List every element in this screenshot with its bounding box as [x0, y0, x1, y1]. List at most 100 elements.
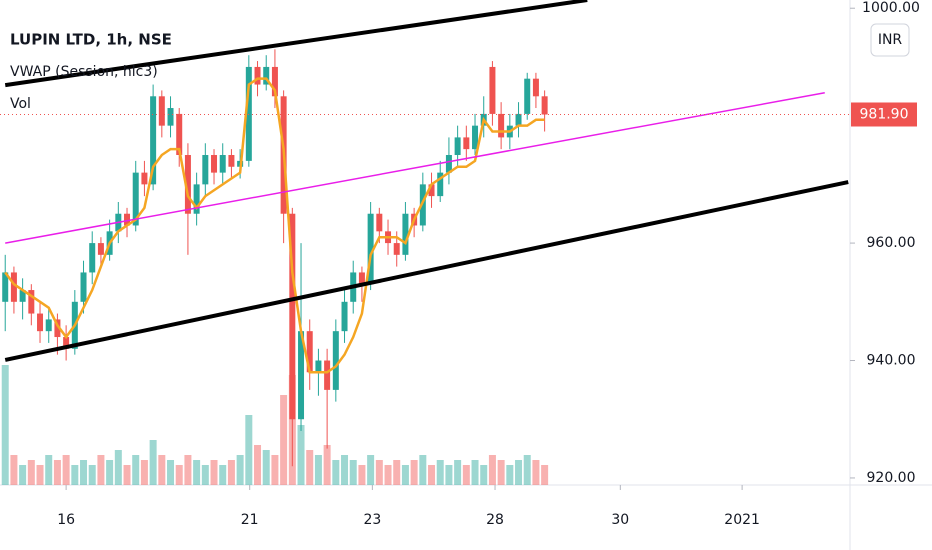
vwap-line [4, 77, 545, 374]
currency-button[interactable] [870, 23, 910, 57]
candle-body [2, 272, 9, 302]
volume-bar [80, 460, 88, 485]
candle-body [202, 155, 209, 185]
volume-bar [332, 460, 340, 485]
candle-body [10, 272, 17, 302]
candle-body [376, 213, 383, 232]
y-tick-label: 960.00 [867, 235, 916, 251]
candle-body [445, 155, 452, 173]
candle-body [211, 155, 218, 173]
volume-bar [149, 440, 157, 485]
y-tick-label: 920.00 [867, 470, 916, 486]
volume-bar [88, 465, 96, 485]
volume-bar [36, 465, 44, 485]
plot [1, 0, 849, 485]
candle-body [97, 243, 104, 255]
volume-bar [19, 465, 27, 485]
candle-body [472, 125, 479, 150]
candle-body [158, 96, 165, 126]
volume-bar [158, 455, 166, 485]
volume-bar [393, 460, 401, 485]
volume-bar [515, 460, 523, 485]
candle-body [193, 184, 200, 214]
volume-bar [210, 460, 218, 485]
volume-bar [132, 455, 140, 485]
candle-body [228, 155, 235, 167]
volume-bar [53, 460, 61, 485]
volume-bar [45, 455, 53, 485]
volume-bar [436, 460, 444, 485]
volume-bar [506, 465, 514, 485]
candle-body [463, 137, 470, 150]
volume-bar [454, 460, 462, 485]
volume-bar [523, 455, 531, 485]
volume-bar [175, 465, 183, 485]
indicator-label: Vol [10, 96, 31, 112]
volume-bar [114, 450, 122, 485]
x-tick-label: 21 [241, 512, 259, 528]
volume-bar [201, 465, 209, 485]
candle-body [437, 172, 444, 197]
last-price-label: 981.90 [860, 106, 909, 122]
volume-bar [419, 455, 427, 485]
symbol-title: LUPIN LTD, 1h, NSE [10, 31, 172, 49]
volume-bar [1, 365, 9, 485]
x-tick-label: 2021 [724, 512, 760, 528]
candle-body [219, 155, 226, 173]
volume-bar [306, 450, 314, 485]
volume-bar [349, 460, 357, 485]
volume-bar [71, 465, 79, 485]
volume-bar [358, 465, 366, 485]
x-tick-label: 16 [57, 512, 75, 528]
candle-body [141, 172, 148, 185]
candle-body [19, 290, 26, 302]
candle-body [428, 184, 435, 197]
candle-body [150, 96, 157, 185]
trend-line [4, 180, 849, 362]
volume-bar [167, 460, 175, 485]
candle-body [245, 66, 252, 161]
candle-body [306, 331, 313, 373]
candle-body [498, 113, 505, 138]
candle-body [341, 301, 348, 332]
candle-body [419, 184, 426, 226]
volume-bar [488, 455, 496, 485]
volume-bar [245, 415, 253, 485]
volume-bar [254, 445, 262, 485]
volume-bar [262, 450, 270, 485]
volume-bar [219, 465, 227, 485]
candle-body [393, 243, 400, 255]
trend-line [5, 92, 825, 244]
candle-body [263, 66, 270, 85]
volume-bar [123, 465, 131, 485]
candle-body [324, 360, 331, 390]
candle-body [80, 272, 87, 302]
volume-bar [271, 455, 279, 485]
volume-bar [184, 455, 192, 485]
currency-label: INR [878, 32, 903, 48]
y-tick-label: 940.00 [867, 353, 916, 369]
volume-bar [97, 455, 105, 485]
trend-line [4, 0, 588, 88]
x-tick-label: 28 [486, 512, 504, 528]
candle-body [271, 66, 278, 97]
candle-body [89, 243, 96, 273]
volume-bar [341, 455, 349, 485]
candle-body [254, 66, 261, 85]
volume-bar [497, 460, 505, 485]
candle-body [402, 213, 409, 255]
volume-bar [236, 455, 244, 485]
volume-bar [428, 465, 436, 485]
volume-bar [367, 455, 375, 485]
volume-bar [445, 465, 453, 485]
last-price-box [851, 102, 917, 127]
volume-bar [401, 465, 409, 485]
candle-body [167, 108, 174, 126]
volume-bar [227, 460, 235, 485]
candle-body [132, 172, 139, 226]
candle-body [45, 319, 52, 332]
candle-body [37, 313, 44, 332]
candle-body [489, 66, 496, 114]
